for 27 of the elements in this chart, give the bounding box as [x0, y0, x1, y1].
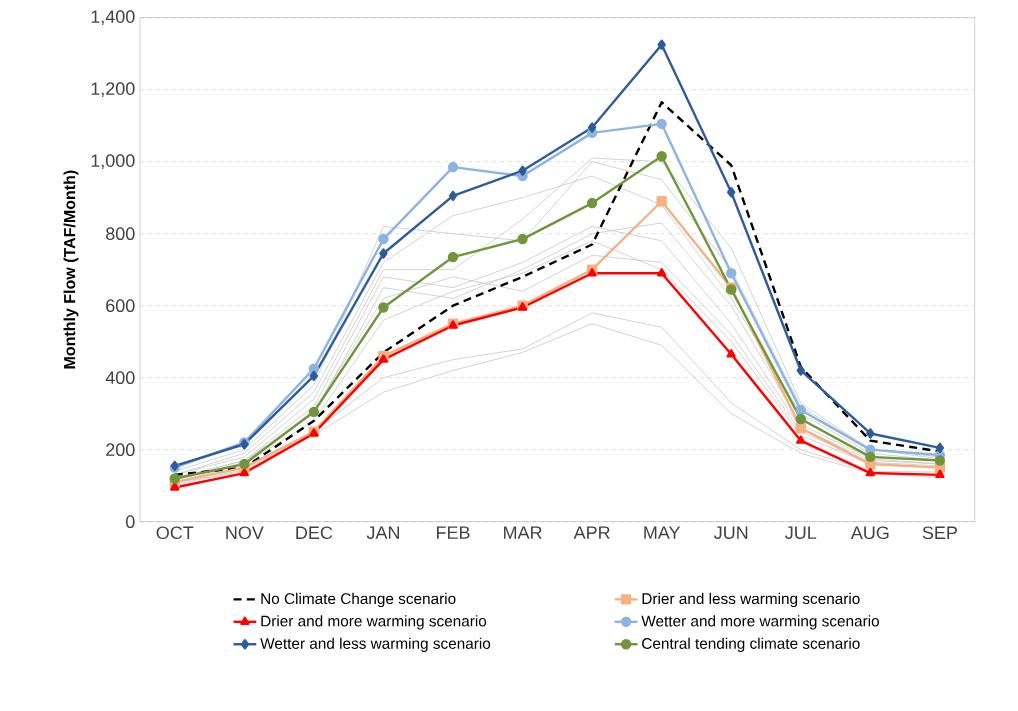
x-tick-label: DEC: [296, 526, 333, 540]
y-tick-label: 400: [105, 371, 135, 385]
x-tick-label: FEB: [436, 526, 470, 539]
legend-label: Drier and more warming scenario: [261, 615, 487, 630]
x-tick-label: OCT: [156, 526, 194, 540]
x-tick-label: JAN: [366, 526, 399, 539]
y-tick-label: 600: [106, 299, 135, 313]
y-tick-label: 1,200: [91, 82, 135, 98]
x-tick-label: JUN: [714, 526, 748, 539]
x-tick-label: AUG: [850, 526, 889, 540]
legend-label: Drier and less warming scenario: [642, 592, 860, 608]
legend-label: Wetter and more warming scenario: [641, 615, 879, 630]
y-tick-label: 1,000: [91, 154, 135, 170]
y-tick-label: 200: [106, 443, 135, 457]
x-tick-label: MAR: [504, 526, 542, 539]
x-tick-label: NOV: [226, 526, 264, 540]
y-tick-label: 0: [125, 515, 135, 529]
x-tick-label: APR: [573, 526, 610, 539]
legend-label: Wetter and less warming scenario: [260, 637, 491, 652]
y-tick-label: 800: [106, 227, 135, 241]
y-axis-title: Monthly Flow (TAF/Month): [63, 170, 79, 369]
x-tick-label: MAY: [644, 526, 681, 539]
legend-label: No Climate Change scenario: [261, 592, 456, 608]
y-tick-label: 1,400: [91, 10, 135, 26]
legend-label: Central tending climate scenario: [642, 637, 860, 652]
x-tick-label: JUL: [785, 526, 817, 539]
x-tick-label: SEP: [922, 526, 957, 540]
